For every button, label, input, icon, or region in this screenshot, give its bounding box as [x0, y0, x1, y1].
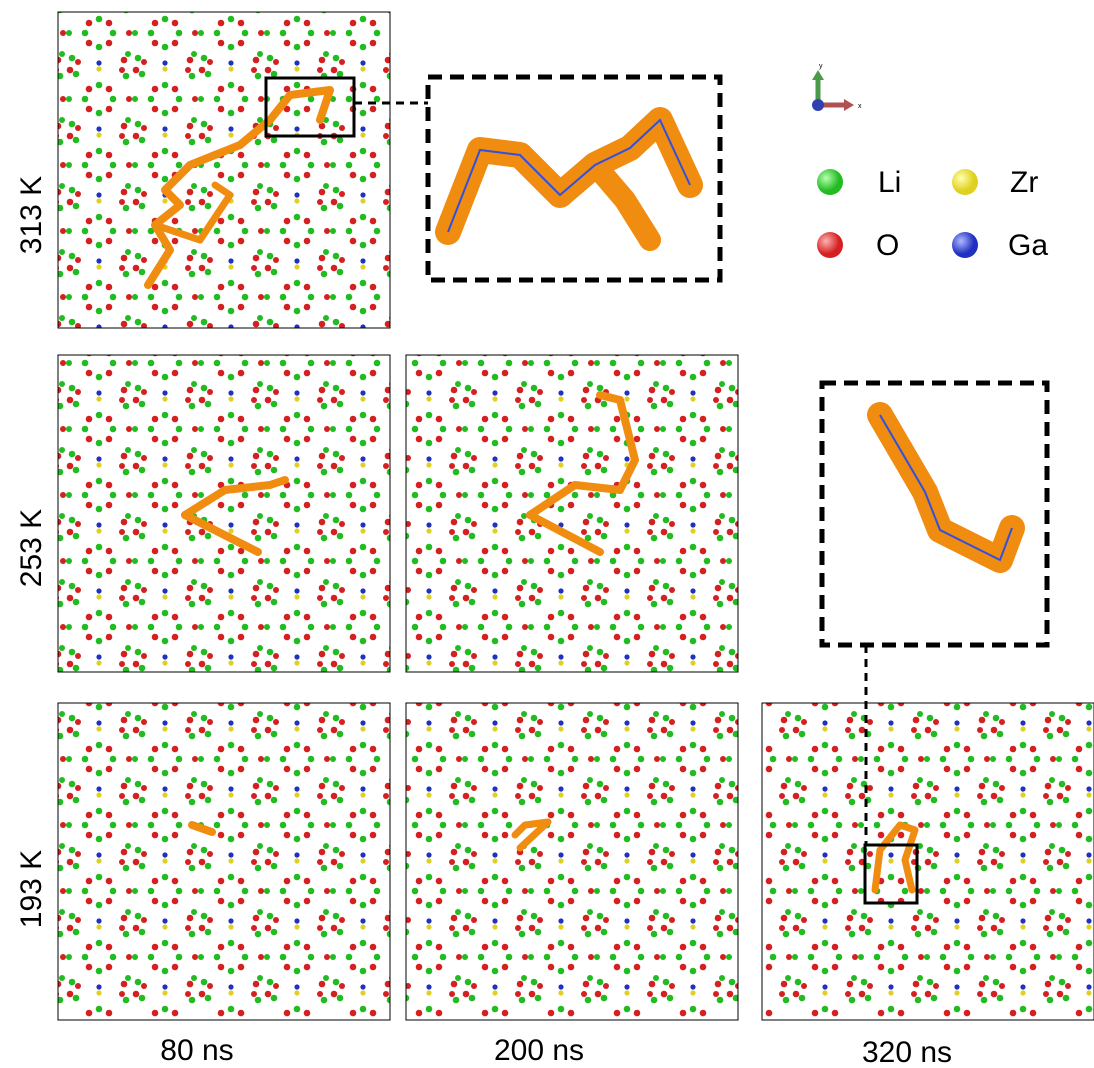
row-label: 193 K [15, 850, 48, 928]
axes-icon: y x [812, 63, 862, 111]
snapshot [406, 703, 738, 1020]
snapshot [762, 703, 1094, 1020]
column-labels: 80 ns 200 ns 320 ns [160, 1034, 952, 1068]
column-label: 80 ns [160, 1034, 233, 1067]
snapshot [58, 703, 390, 1020]
snapshot [58, 12, 390, 328]
legend-label: O [876, 229, 899, 262]
axis-label: y [819, 63, 823, 70]
legend: Li Zr O Ga [817, 166, 1048, 262]
legend-swatch [817, 232, 843, 258]
row-labels: 313 K 253 K 193 K [15, 176, 48, 928]
row-label: 313 K [15, 176, 48, 254]
row-label: 253 K [15, 509, 48, 587]
zoom-trajectory [880, 415, 1012, 560]
legend-label: Ga [1008, 229, 1048, 262]
snapshot [58, 355, 390, 672]
column-label: 320 ns [862, 1036, 952, 1068]
zoom-trajectory [448, 120, 690, 232]
legend-swatch [817, 169, 843, 195]
figure: y x Li Zr O Ga 313 K 253 K 193 K 80 ns 2… [0, 0, 1094, 1068]
legend-label: Zr [1010, 166, 1038, 199]
legend-swatch [952, 232, 978, 258]
legend-label: Li [878, 166, 901, 199]
column-label: 200 ns [494, 1034, 584, 1067]
snapshot [406, 355, 738, 672]
axis-label: x [858, 103, 862, 110]
zoom-trajectory [595, 165, 650, 240]
legend-swatch [952, 169, 978, 195]
